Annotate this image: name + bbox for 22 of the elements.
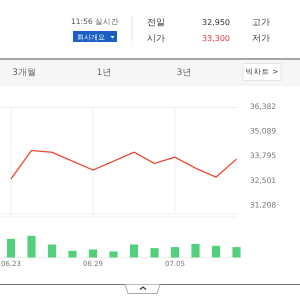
bar [88, 249, 98, 258]
text: 전일 [147, 18, 165, 28]
text: 저가 [252, 34, 270, 44]
text: 시가 [147, 34, 165, 44]
text: 32,950 [202, 18, 230, 27]
bar [232, 247, 241, 258]
line-series [10, 150, 238, 180]
bar [27, 236, 36, 258]
text: 3년 [176, 68, 192, 78]
bar [150, 248, 159, 258]
text: 1년 [96, 68, 112, 78]
bar [212, 246, 220, 258]
bar [109, 251, 118, 258]
bar [6, 238, 16, 258]
text: 고가 [252, 18, 270, 28]
text: 3개월 [12, 68, 36, 78]
bar [170, 247, 180, 258]
bar [48, 244, 56, 258]
bar [191, 244, 200, 258]
text: 33,300 [202, 34, 230, 43]
bar [68, 250, 77, 258]
bar [130, 244, 138, 258]
